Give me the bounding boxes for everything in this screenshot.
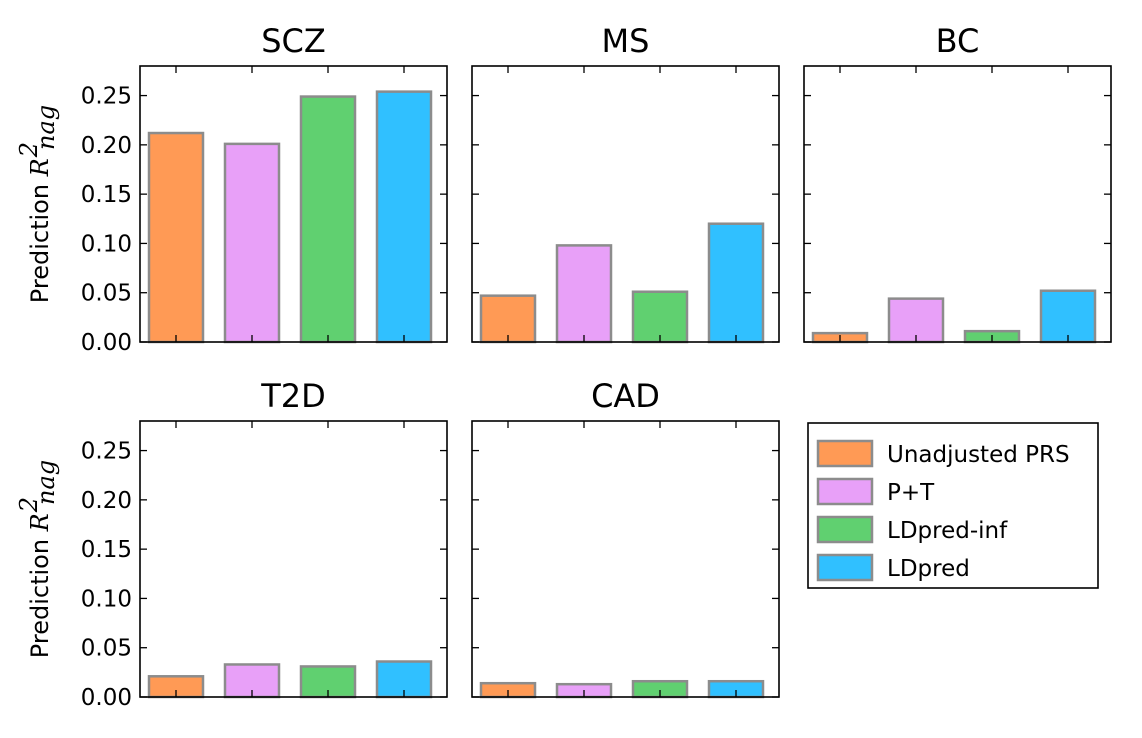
legend-frame — [807, 422, 1099, 589]
legend-swatch — [816, 439, 874, 468]
axes-frame — [139, 65, 448, 343]
y-tick-label: 0.25 — [81, 84, 132, 110]
panel-title: SCZ — [261, 22, 326, 60]
y-axis-label-sub: nag — [32, 460, 60, 505]
panel-title: MS — [602, 22, 650, 60]
legend-label: P+T — [887, 480, 935, 506]
bar-ms-ldpred-inf — [631, 290, 689, 344]
y-tick-label: 0.05 — [81, 281, 132, 307]
y-axis-label-symbol: R — [26, 158, 54, 177]
bar-scz-p-t — [223, 142, 281, 344]
axes-frame — [139, 420, 448, 698]
y-tick-label: 0.15 — [81, 182, 132, 208]
y-tick-label: 0.25 — [81, 439, 132, 465]
y-tick-label: 0.10 — [81, 231, 132, 257]
y-tick-label: 0.20 — [81, 488, 132, 514]
bar-scz-ldpred-inf — [299, 95, 357, 344]
y-tick-label: 0.00 — [81, 330, 132, 356]
y-axis-label: Prediction R2nag — [15, 460, 60, 658]
bar-ms-p-t — [555, 244, 613, 344]
legend-swatch — [816, 477, 874, 506]
y-axis-label-sub: nag — [32, 105, 60, 150]
y-axis-label-sup: 2 — [15, 497, 43, 513]
legend-label: Unadjusted PRS — [887, 442, 1070, 468]
y-tick-label: 0.20 — [81, 133, 132, 159]
axes-frame — [803, 65, 1112, 343]
bar-ms-unadjusted-prs — [479, 294, 537, 344]
bar-scz-ldpred — [375, 90, 433, 344]
bar-bc-ldpred — [1039, 289, 1097, 344]
bar-ms-ldpred — [707, 222, 765, 344]
panel-title: BC — [936, 22, 980, 60]
panel-title: T2D — [260, 377, 326, 415]
y-axis-label-sup: 2 — [15, 142, 43, 158]
y-tick-label: 0.15 — [81, 537, 132, 563]
panel-scz: SCZ 0.00 0.05 0.10 0.15 0.20 0.25 Prediction R2… — [15, 22, 448, 356]
y-tick-label: 0.05 — [81, 636, 132, 662]
y-axis-label: Prediction R2nag — [15, 105, 60, 303]
panel-t2d: T2D 0.00 0.05 0.10 0.15 0.20 0.25 Prediction R2… — [15, 377, 448, 711]
bar-scz-unadjusted-prs — [147, 131, 205, 344]
y-axis-label-word: Prediction — [26, 539, 54, 658]
y-axis-label-symbol: R — [26, 513, 54, 532]
axes-frame — [471, 65, 780, 343]
panel-bc: BC — [803, 22, 1112, 344]
panel-title: CAD — [591, 377, 660, 415]
panel-ms: MS — [471, 22, 780, 344]
legend-label: LDpred-inf — [887, 518, 1008, 544]
y-axis-label-word: Prediction — [26, 184, 54, 303]
legend-swatch — [816, 553, 874, 582]
legend: Unadjusted PRS P+T LDpred-inf LDpred — [807, 422, 1099, 589]
legend-label: LDpred — [887, 556, 970, 582]
bar-bc-p-t — [887, 297, 945, 344]
legend-swatch — [816, 515, 874, 544]
y-tick-label: 0.10 — [81, 586, 132, 612]
axes-frame — [471, 420, 780, 698]
y-tick-label: 0.00 — [81, 685, 132, 711]
panel-cad: CAD — [471, 377, 780, 699]
